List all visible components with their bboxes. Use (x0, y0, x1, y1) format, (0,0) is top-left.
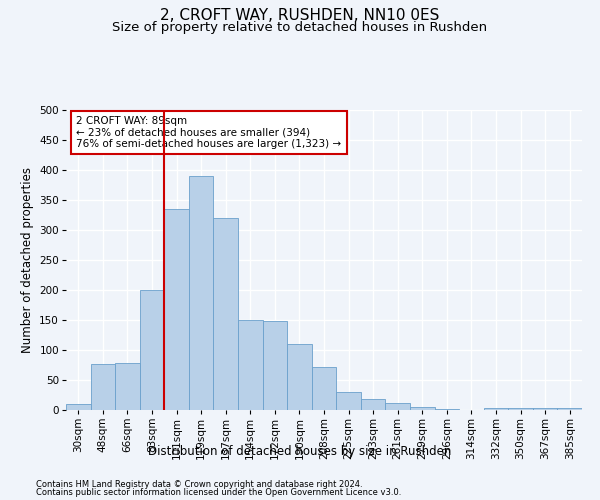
Bar (557, 408, 582, 410)
Bar (312, 367, 336, 410)
Bar (484, 408, 508, 410)
Text: Distribution of detached houses by size in Rushden: Distribution of detached houses by size … (148, 444, 452, 458)
Bar (66, 404, 91, 410)
Bar (410, 407, 434, 410)
Bar (115, 363, 140, 410)
Bar (164, 209, 189, 410)
Bar (140, 290, 164, 410)
Bar (263, 321, 287, 410)
Bar (189, 176, 214, 410)
Text: Size of property relative to detached houses in Rushden: Size of property relative to detached ho… (112, 21, 488, 34)
Bar (385, 403, 410, 410)
Bar (214, 218, 238, 410)
Bar (287, 344, 312, 410)
Bar (91, 364, 115, 410)
Text: 2, CROFT WAY, RUSHDEN, NN10 0ES: 2, CROFT WAY, RUSHDEN, NN10 0ES (160, 8, 440, 22)
Text: Contains public sector information licensed under the Open Government Licence v3: Contains public sector information licen… (36, 488, 401, 497)
Bar (336, 392, 361, 410)
Text: 2 CROFT WAY: 89sqm
← 23% of detached houses are smaller (394)
76% of semi-detach: 2 CROFT WAY: 89sqm ← 23% of detached hou… (76, 116, 341, 149)
Text: Contains HM Land Registry data © Crown copyright and database right 2024.: Contains HM Land Registry data © Crown c… (36, 480, 362, 489)
Y-axis label: Number of detached properties: Number of detached properties (21, 167, 34, 353)
Bar (361, 398, 385, 410)
Bar (508, 408, 533, 410)
Bar (238, 320, 263, 410)
Bar (533, 408, 557, 410)
